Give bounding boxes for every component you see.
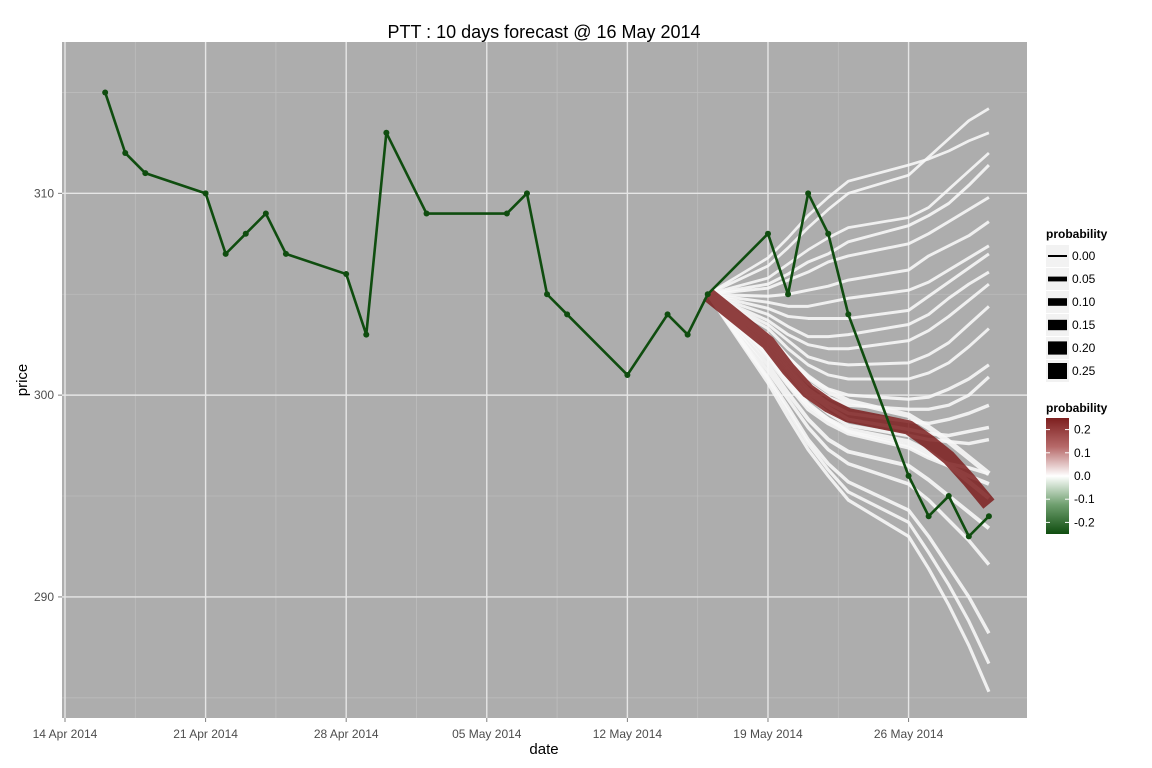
x-tick-label: 28 Apr 2014 [314, 727, 379, 741]
legend-color-label: 0.1 [1074, 446, 1091, 460]
y-axis-label: price [14, 364, 31, 397]
price-point [262, 210, 269, 217]
price-point [102, 89, 109, 96]
price-point [945, 493, 952, 500]
forecast-path [707, 107, 990, 296]
price-point [764, 230, 771, 237]
forecast-path [706, 293, 991, 635]
price-series [102, 89, 992, 540]
forecast-path [706, 293, 991, 665]
legend-size-label: 0.10 [1072, 295, 1096, 309]
price-point [684, 331, 691, 338]
price-point [523, 190, 530, 197]
price-line [103, 92, 990, 538]
forecast-path [706, 293, 991, 693]
legend-color-label: -0.2 [1074, 515, 1095, 529]
legend-size-label: 0.25 [1072, 364, 1096, 378]
forecast-path [707, 270, 990, 339]
price-point [343, 271, 350, 278]
x-axis-label: date [529, 741, 558, 758]
forecast-path [706, 293, 991, 566]
price-point [503, 210, 510, 217]
x-tick-label: 14 Apr 2014 [33, 727, 98, 741]
y-tick-label: 310 [34, 186, 54, 200]
price-point [965, 533, 972, 540]
price-point [222, 250, 229, 257]
x-tick-label: 19 May 2014 [733, 727, 803, 741]
x-tick-label: 21 Apr 2014 [173, 727, 238, 741]
x-tick-label: 26 May 2014 [874, 727, 944, 741]
legend-size-swatch [1048, 363, 1067, 379]
price-point [383, 129, 390, 136]
price-point [905, 472, 912, 479]
price-point [242, 230, 249, 237]
legend-size-swatch [1048, 319, 1067, 331]
price-point [564, 311, 571, 318]
price-point [985, 513, 992, 520]
price-point [664, 311, 671, 318]
forecast-path [703, 288, 995, 509]
legend-size-swatch [1048, 341, 1067, 355]
forecast-path [707, 196, 990, 296]
legend-size-label: 0.00 [1072, 249, 1096, 263]
price-point [363, 331, 370, 338]
legend-size-label: 0.05 [1072, 272, 1096, 286]
price-point [845, 311, 852, 318]
forecast-path [707, 252, 990, 320]
price-point [825, 230, 832, 237]
legend-color-label: 0.0 [1074, 469, 1091, 483]
legend-color: probability 0.2 0.1 0.0 -0.1 -0.2 [1046, 401, 1108, 534]
price-point [202, 190, 209, 197]
y-tick-label: 290 [34, 590, 54, 604]
price-point [925, 513, 932, 520]
legend-size-swatch [1048, 276, 1067, 282]
forecast-path [707, 282, 990, 351]
price-point [805, 190, 812, 197]
forecast-paths [703, 107, 995, 693]
price-point [704, 291, 711, 298]
legend-color-title: probability [1046, 401, 1108, 415]
legend-size-label: 0.15 [1072, 318, 1096, 332]
x-tick-label: 05 May 2014 [452, 727, 522, 741]
legend-size-label: 0.20 [1072, 341, 1096, 355]
price-point [282, 250, 289, 257]
forecast-path [707, 292, 990, 367]
forecast-path [707, 220, 990, 298]
y-tick-label: 300 [34, 388, 54, 402]
legend-size-title: probability [1046, 227, 1108, 241]
y-axis: 290 300 310 [34, 186, 62, 604]
forecast-path [707, 151, 990, 296]
forecast-path [707, 244, 990, 308]
legend-size: probability 0.00 0.05 0.10 0.15 0.20 0.25 [1046, 227, 1108, 382]
x-axis: 14 Apr 2014 21 Apr 2014 28 Apr 2014 05 May … [33, 718, 944, 741]
chart-title: PTT : 10 days forecast @ 16 May 2014 [387, 22, 700, 42]
price-point [785, 291, 792, 298]
legend-size-swatch [1048, 298, 1067, 306]
price-point [122, 149, 129, 156]
legend-color-label: 0.2 [1074, 423, 1091, 437]
price-point [142, 170, 149, 177]
legend-color-label: -0.1 [1074, 492, 1095, 506]
legend-size-swatch [1048, 255, 1067, 257]
price-point [423, 210, 430, 217]
price-point [624, 371, 631, 378]
forecast-path [707, 131, 990, 296]
colorbar [1046, 418, 1069, 534]
price-point [544, 291, 551, 298]
x-tick-label: 12 May 2014 [593, 727, 663, 741]
forecast-path [706, 292, 990, 381]
forecast-path [706, 292, 991, 530]
